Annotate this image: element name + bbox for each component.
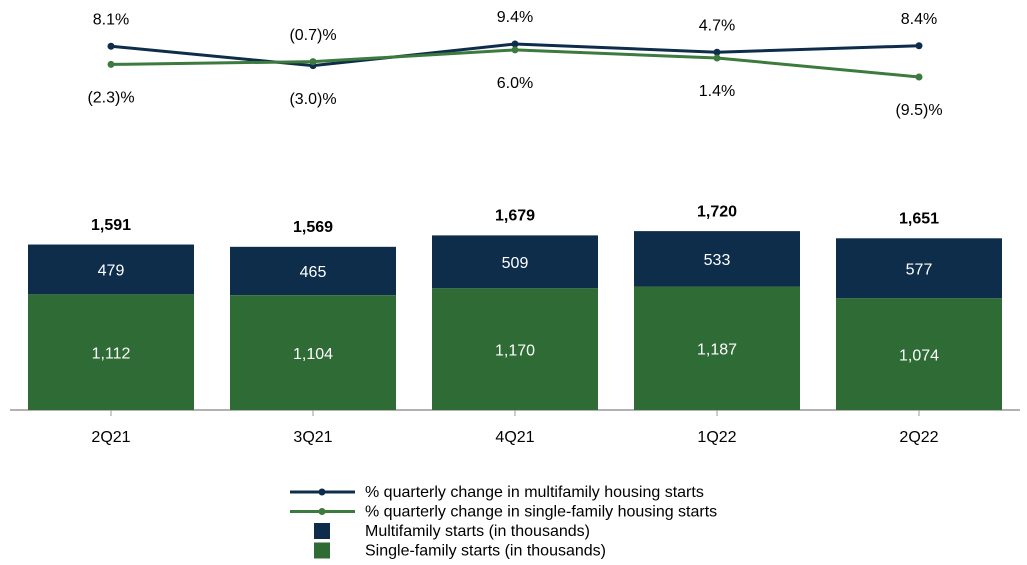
bar-value-label: 1,170 bbox=[495, 342, 535, 359]
legend-label: % quarterly change in multifamily housin… bbox=[365, 484, 704, 501]
line-value-label: 8.1% bbox=[93, 11, 129, 28]
total-label: 1,720 bbox=[697, 203, 737, 220]
bar-value-label: 533 bbox=[704, 252, 731, 269]
line-value-label: 8.4% bbox=[901, 11, 937, 28]
bar-value-label: 577 bbox=[906, 262, 933, 279]
bar-value-label: 509 bbox=[502, 255, 529, 272]
line-value-label: 4.7% bbox=[699, 17, 735, 34]
x-tick-label: 3Q21 bbox=[293, 429, 332, 446]
line-marker bbox=[915, 73, 923, 81]
bar-value-label: 1,074 bbox=[899, 347, 939, 364]
bar bbox=[230, 295, 396, 410]
bar bbox=[28, 294, 194, 410]
bar-value-label: 1,187 bbox=[697, 341, 737, 358]
legend-marker bbox=[318, 488, 326, 496]
line-value-label: 1.4% bbox=[699, 83, 735, 100]
line-value-label: (3.0)% bbox=[289, 91, 336, 108]
total-label: 1,569 bbox=[293, 219, 333, 236]
legend-swatch bbox=[314, 542, 330, 559]
bar bbox=[634, 286, 800, 410]
x-tick-label: 2Q22 bbox=[899, 429, 938, 446]
legend-label: Single-family starts (in thousands) bbox=[365, 543, 606, 560]
line-marker bbox=[713, 48, 721, 56]
bar bbox=[28, 244, 194, 295]
line-marker bbox=[107, 60, 115, 68]
line-marker bbox=[511, 46, 519, 54]
bar-value-label: 479 bbox=[98, 263, 125, 280]
bar-value-label: 1,104 bbox=[293, 346, 333, 363]
line-value-label: 6.0% bbox=[497, 75, 533, 92]
line-marker bbox=[511, 40, 519, 48]
line-value-label: (2.3)% bbox=[87, 90, 134, 107]
total-label: 1,651 bbox=[899, 211, 939, 228]
line bbox=[110, 48, 920, 79]
bar bbox=[634, 231, 800, 287]
legend-marker bbox=[318, 508, 326, 515]
bar bbox=[836, 238, 1002, 299]
line-value-label: (9.5)% bbox=[895, 102, 942, 119]
line-marker bbox=[309, 58, 317, 66]
bar bbox=[432, 235, 598, 289]
line-marker bbox=[713, 54, 721, 62]
total-label: 1,679 bbox=[495, 208, 535, 225]
x-tick-label: 1Q22 bbox=[697, 429, 736, 446]
line-value-label: (0.7)% bbox=[289, 27, 336, 44]
line-marker bbox=[915, 42, 923, 50]
x-tick-label: 2Q21 bbox=[91, 429, 130, 446]
legend-label: % quarterly change in single-family hous… bbox=[365, 504, 717, 521]
x-tick-label: 4Q21 bbox=[495, 429, 534, 446]
line-marker bbox=[107, 42, 115, 50]
legend-label: Multifamily starts (in thousands) bbox=[365, 523, 590, 540]
bar bbox=[230, 246, 396, 296]
line-value-label: 9.4% bbox=[497, 9, 533, 26]
bar bbox=[432, 288, 598, 410]
bar-value-label: 1,112 bbox=[92, 345, 131, 362]
bar bbox=[836, 298, 1002, 410]
total-label: 1,591 bbox=[91, 217, 131, 234]
bar-value-label: 465 bbox=[300, 264, 327, 281]
legend-swatch bbox=[314, 523, 330, 539]
